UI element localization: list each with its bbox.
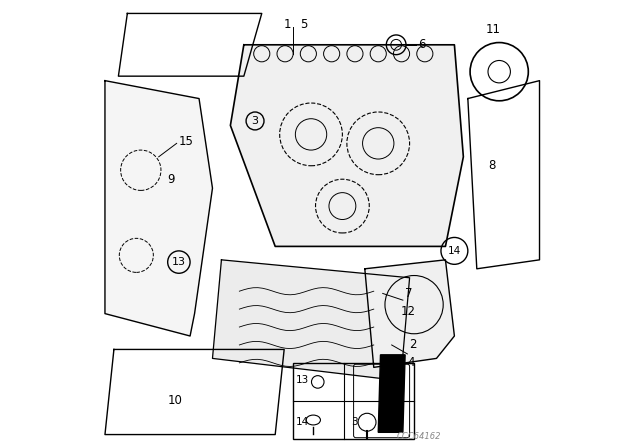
Polygon shape (105, 81, 212, 336)
Text: 6: 6 (419, 38, 426, 52)
Polygon shape (378, 355, 405, 432)
Text: 1: 1 (284, 18, 291, 31)
Text: 11: 11 (486, 22, 500, 36)
Text: 4: 4 (407, 356, 415, 370)
Text: 5: 5 (300, 18, 307, 31)
Polygon shape (105, 349, 284, 435)
Polygon shape (212, 260, 410, 381)
Text: 9: 9 (168, 172, 175, 186)
Polygon shape (365, 260, 454, 367)
Text: 14: 14 (448, 246, 461, 256)
Text: 2: 2 (410, 338, 417, 352)
Bar (293, 363, 414, 439)
Text: 7: 7 (405, 287, 413, 300)
Text: 10: 10 (168, 394, 182, 408)
Text: CCC64162: CCC64162 (396, 432, 441, 441)
Polygon shape (230, 45, 463, 246)
Text: 3: 3 (252, 116, 259, 126)
Polygon shape (468, 81, 540, 269)
Text: 13: 13 (296, 375, 308, 385)
Text: 14: 14 (296, 417, 308, 427)
Polygon shape (118, 13, 262, 76)
Text: 15: 15 (179, 134, 194, 148)
Text: 12: 12 (401, 305, 415, 318)
Text: 8: 8 (488, 159, 495, 172)
Text: 3: 3 (351, 417, 358, 427)
Text: 13: 13 (172, 257, 186, 267)
